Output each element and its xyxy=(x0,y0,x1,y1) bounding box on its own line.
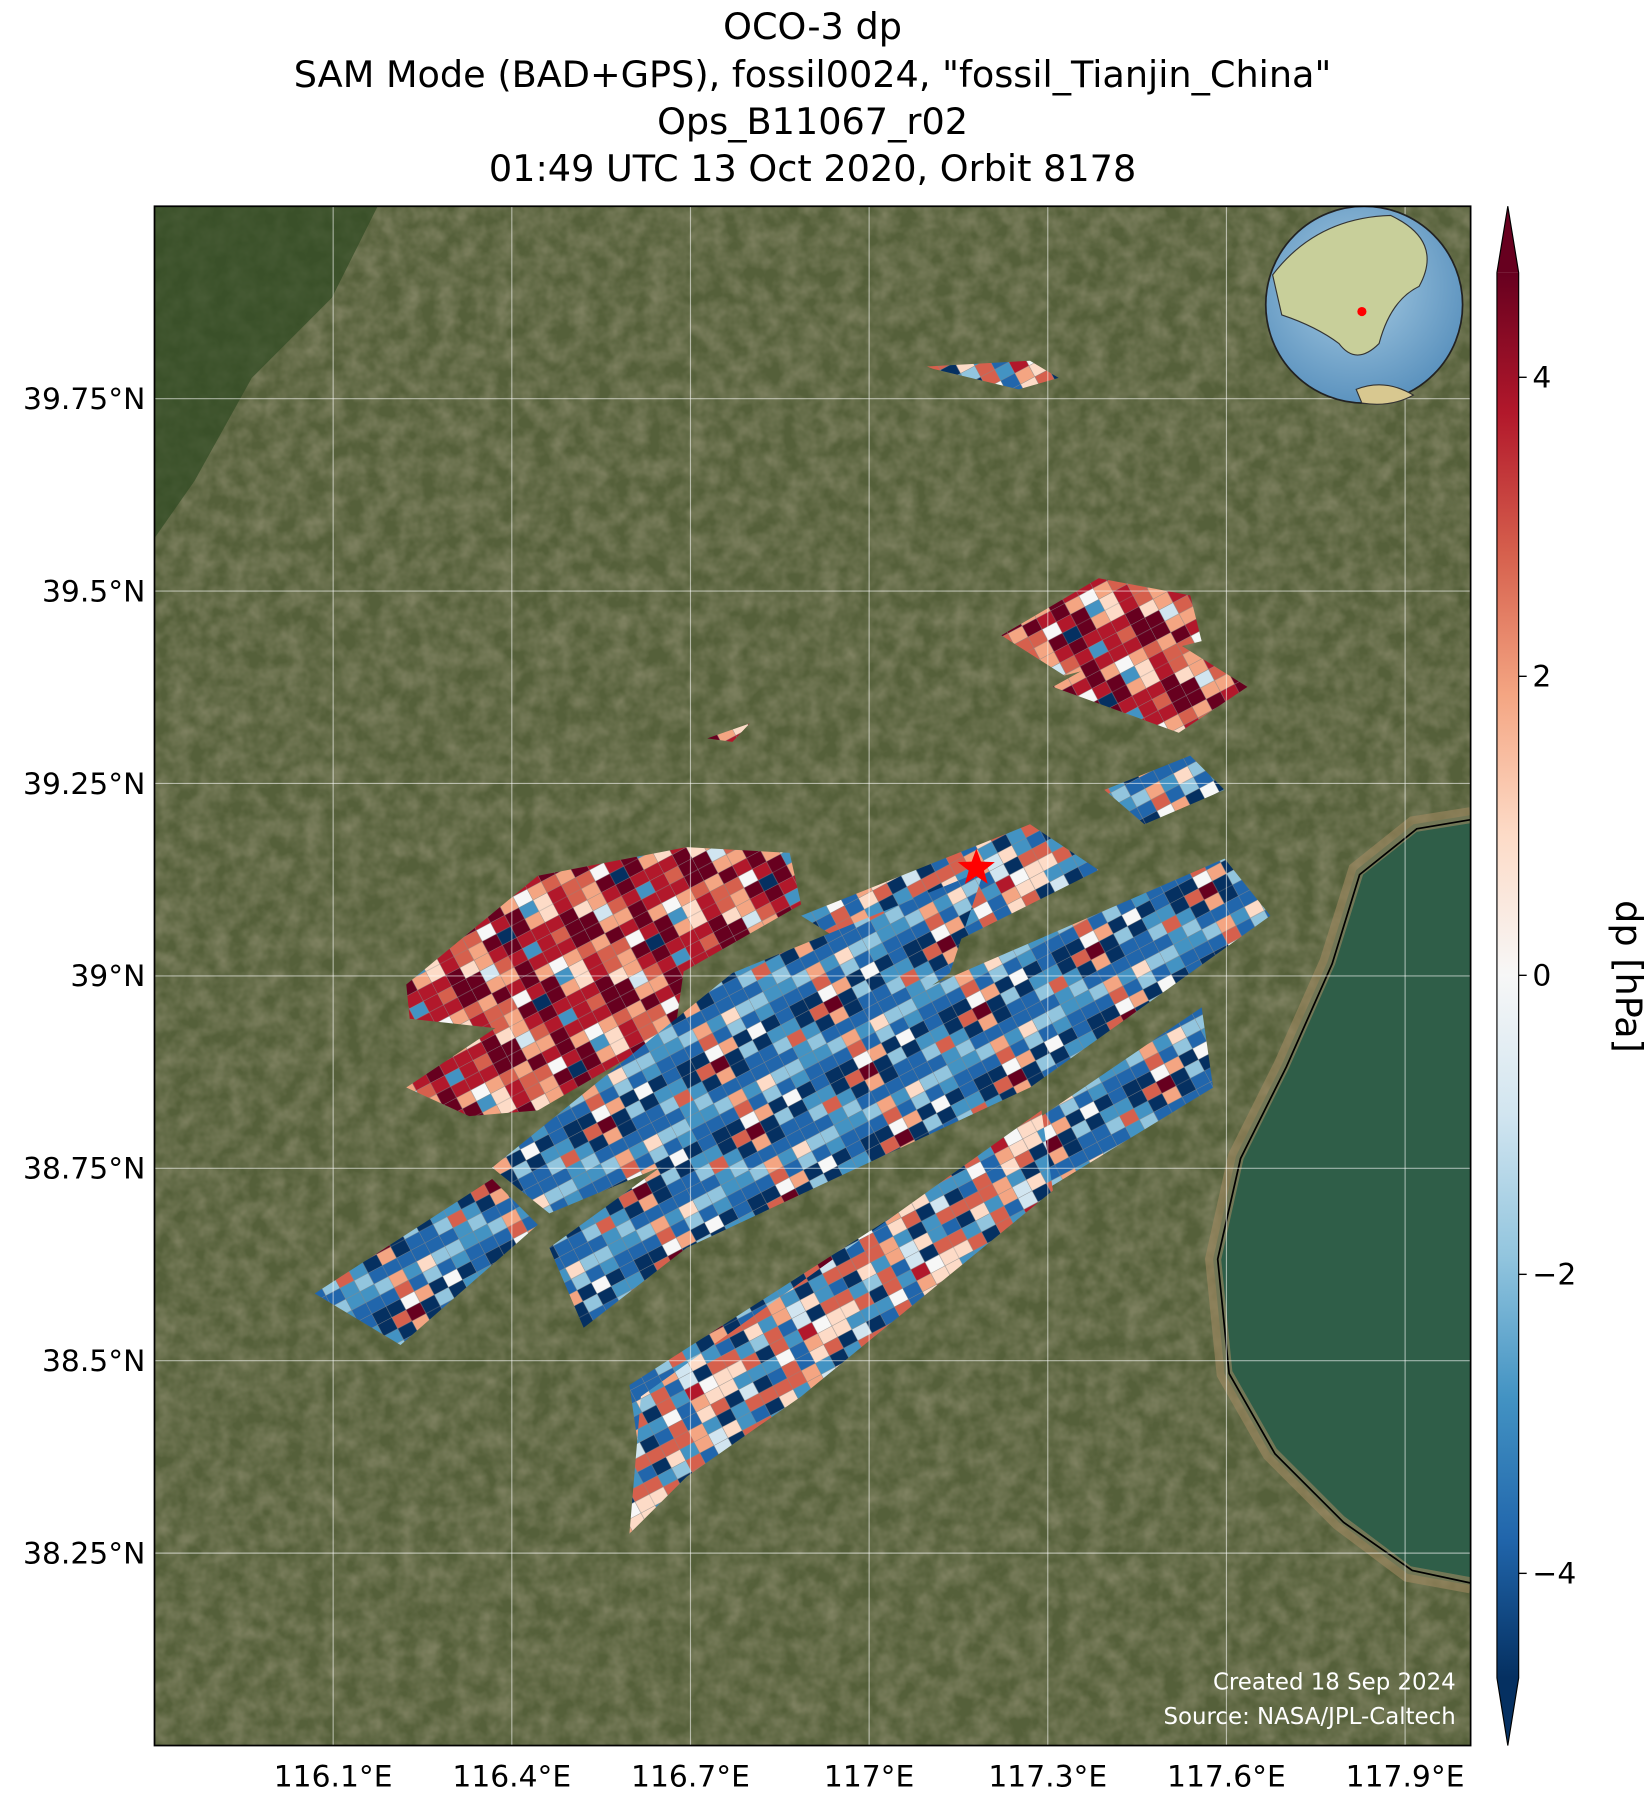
title-block: OCO-3 dp SAM Mode (BAD+GPS), fossil0024,… xyxy=(294,5,1332,190)
colorbar-tick-label: 0 xyxy=(1532,959,1551,994)
x-tick-label: 116.4°E xyxy=(452,1760,571,1795)
colorbar-body xyxy=(1496,272,1519,1679)
colorbar-outline xyxy=(1496,206,1520,1746)
swath xyxy=(492,870,985,1214)
swath xyxy=(927,360,1059,390)
colorbar-tick-label: 2 xyxy=(1532,660,1551,695)
coast-shallows xyxy=(1205,807,1471,1594)
coastline xyxy=(1216,818,1471,1584)
footnote: Created 18 Sep 2024 xyxy=(1213,1669,1456,1695)
title-line: 01:49 UTC 13 Oct 2020, Orbit 8178 xyxy=(489,147,1136,190)
y-tick-label: 39.75°N xyxy=(23,382,145,417)
swath xyxy=(314,1179,538,1345)
y-tick-label: 38.5°N xyxy=(42,1344,145,1379)
mountains xyxy=(154,206,378,539)
colorbar-tick-label: −2 xyxy=(1532,1258,1576,1293)
title-line: Ops_B11067_r02 xyxy=(657,100,968,143)
inset-globe xyxy=(1264,206,1464,405)
sounding-swaths xyxy=(314,360,1271,1534)
swath xyxy=(406,950,687,1117)
globe-land xyxy=(1272,214,1428,356)
grid xyxy=(154,206,1471,1746)
x-tick-label: 117.3°E xyxy=(988,1760,1107,1795)
x-tick-label: 117.6°E xyxy=(1167,1760,1286,1795)
y-tick-label: 38.25°N xyxy=(23,1536,145,1571)
site-marker xyxy=(957,848,995,884)
swath xyxy=(1104,755,1225,825)
x-tick-label: 117.9°E xyxy=(1346,1760,1465,1795)
swath xyxy=(629,1110,1053,1534)
sea xyxy=(1213,815,1471,1586)
title-line: OCO-3 dp xyxy=(723,5,902,48)
map-area: Created 18 Sep 2024 Source: NASA/JPL-Cal… xyxy=(154,206,1471,1746)
colorbar-tick-label: −4 xyxy=(1532,1557,1576,1592)
colorbar-label: dp [hPa] xyxy=(1607,900,1648,1053)
x-tick-label: 116.7°E xyxy=(631,1760,750,1795)
globe-land xyxy=(1355,384,1415,405)
swath xyxy=(406,847,802,1031)
colorbar-extend-top xyxy=(1496,206,1519,273)
title-line: SAM Mode (BAD+GPS), fossil0024, "fossil_… xyxy=(294,53,1332,96)
x-tick-label: 117°E xyxy=(824,1760,914,1795)
colorbar-extend-bottom xyxy=(1496,1678,1519,1746)
x-tick-label: 116.1°E xyxy=(274,1760,393,1795)
inset-site-marker xyxy=(1357,306,1367,317)
y-tick-label: 38.75°N xyxy=(23,1152,145,1187)
swath xyxy=(707,723,750,742)
swath xyxy=(1052,629,1248,733)
colorbar-tick-label: 4 xyxy=(1532,361,1551,396)
axes: 116.1°E 116.4°E 116.7°E 117°E 117.3°E 117.6°E… xyxy=(23,382,1464,1795)
footnote: Source: NASA/JPL-Caltech xyxy=(1164,1704,1456,1730)
map-frame xyxy=(153,205,1472,1747)
y-tick-label: 39.25°N xyxy=(23,767,145,802)
y-tick-label: 39.5°N xyxy=(42,574,145,609)
y-tick-label: 39°N xyxy=(70,959,145,994)
colorbar: dp [hPa] −4 −2 0 2 4 xyxy=(1496,206,1648,1746)
